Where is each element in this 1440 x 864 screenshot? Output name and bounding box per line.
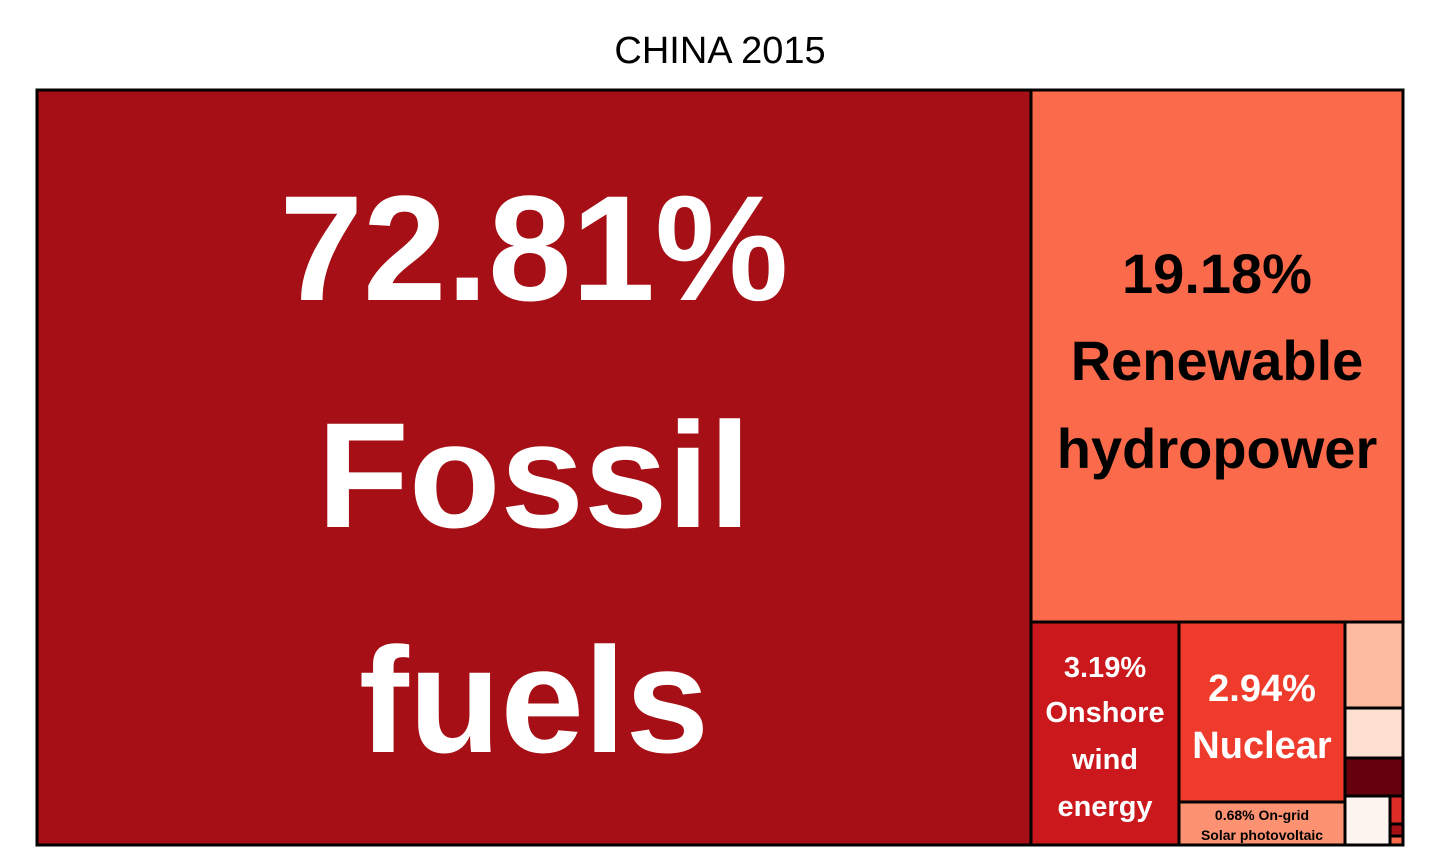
tile-label-renewable-hydropower-2: hydropower (1057, 417, 1377, 480)
tile-label-onshore-wind-energy-2: wind (1071, 744, 1138, 776)
tile-minor-6 (1343, 706, 1405, 760)
tile-value-fossil-fuels: 72.81% (280, 164, 789, 332)
tile-label-nuclear-1: Nuclear (1192, 725, 1332, 767)
tile-label-renewable-hydropower-1: Renewable (1071, 329, 1364, 392)
tile-value-on-grid-solar-photovoltaic: 0.68% On-grid (1215, 807, 1309, 823)
tile-minor-10 (1388, 822, 1405, 838)
tile-onshore-wind-energy (1029, 620, 1181, 847)
tile-minor-5 (1343, 620, 1405, 710)
treemap-frame (35, 88, 1405, 847)
chart-title: CHINA 2015 (614, 30, 826, 72)
tile-label-fossil-fuels-2: fuels (359, 616, 709, 784)
tile-fossil-fuels (35, 88, 1033, 847)
tile-minor-8 (1343, 794, 1392, 847)
tile-label-fossil-fuels-1: Fossil (317, 391, 750, 559)
treemap-tiles: 72.81% Fossil fuels 19.18% Renewable hydropow… (35, 88, 1405, 847)
tile-value-renewable-hydropower: 19.18% (1122, 242, 1312, 305)
tile-value-onshore-wind-energy: 3.19% (1064, 652, 1146, 684)
tile-nuclear (1177, 620, 1347, 804)
tile-value-nuclear: 2.94% (1208, 668, 1316, 710)
tile-minor-7 (1343, 756, 1405, 798)
tile-minor-9 (1388, 794, 1405, 826)
tile-label-on-grid-solar-photovoltaic-1: Solar photovoltaic (1201, 827, 1323, 843)
tile-label-onshore-wind-energy-1: Onshore (1045, 697, 1164, 729)
tile-label-onshore-wind-energy-3: energy (1057, 791, 1152, 823)
